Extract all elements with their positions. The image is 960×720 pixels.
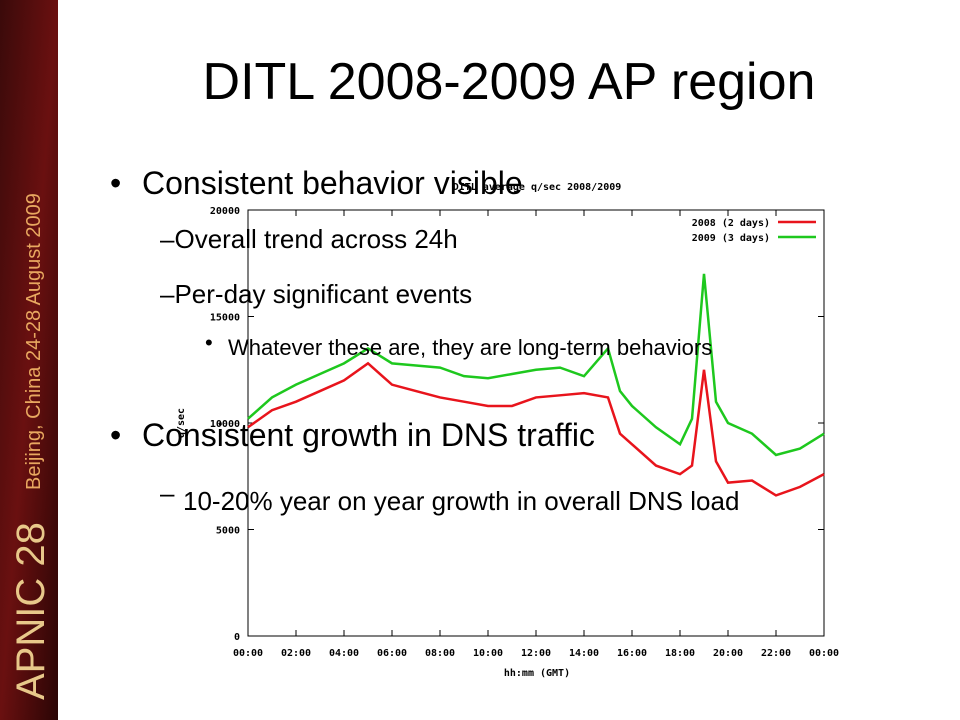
y-axis-label: q/sec bbox=[176, 408, 187, 438]
x-tick-label: 02:00 bbox=[281, 648, 311, 659]
x-tick-label: 22:00 bbox=[761, 648, 791, 659]
y-tick-label: 0 bbox=[234, 632, 240, 643]
x-axis-label: hh:mm (GMT) bbox=[504, 668, 570, 679]
y-tick-label: 5000 bbox=[216, 526, 240, 537]
y-tick-label: 20000 bbox=[210, 206, 240, 217]
x-tick-label: 00:00 bbox=[233, 648, 263, 659]
x-tick-label: 04:00 bbox=[329, 648, 359, 659]
x-tick-label: 06:00 bbox=[377, 648, 407, 659]
legend-label: 2008 (2 days) bbox=[692, 218, 770, 229]
x-tick-label: 12:00 bbox=[521, 648, 551, 659]
series-line bbox=[247, 273, 825, 457]
x-tick-label: 20:00 bbox=[713, 648, 743, 659]
y-tick-label: 10000 bbox=[210, 419, 240, 430]
bullet-text: Consistent growth in DNS traffic bbox=[142, 417, 595, 453]
bullet: • bbox=[205, 330, 213, 355]
x-tick-label: 16:00 bbox=[617, 648, 647, 659]
bullet-text: Per-day significant events bbox=[174, 279, 473, 309]
bullet-text: –Per-day significant events bbox=[160, 279, 473, 309]
bullet: • bbox=[110, 165, 122, 201]
series-line bbox=[247, 361, 825, 497]
bullet-text: Overall trend across 24h bbox=[174, 224, 458, 254]
x-tick-label: 18:00 bbox=[665, 648, 695, 659]
x-tick-label: 00:00 bbox=[809, 648, 839, 659]
x-tick-label: 10:00 bbox=[473, 648, 503, 659]
sidebar bbox=[0, 0, 58, 720]
bullet-text: Consistent behavior visible bbox=[142, 165, 523, 201]
bullet: • bbox=[110, 417, 122, 453]
bullet-text: 10-20% year on year growth in overall DN… bbox=[183, 486, 740, 516]
x-tick-label: 14:00 bbox=[569, 648, 599, 659]
bullet-text: –Overall trend across 24h bbox=[160, 224, 458, 254]
chart-title: DITL average q/sec 2008/2009 bbox=[453, 182, 622, 193]
sidebar-event: APNIC 28 bbox=[9, 522, 53, 700]
sidebar-place: Beijing, China 24-28 August 2009 bbox=[23, 193, 45, 490]
y-tick-label: 15000 bbox=[210, 313, 240, 324]
legend-label: 2009 (3 days) bbox=[692, 233, 770, 244]
x-tick-label: 08:00 bbox=[425, 648, 455, 659]
slide-title: DITL 2008-2009 AP region bbox=[202, 53, 816, 111]
bullet-text: – bbox=[160, 478, 175, 508]
bullet-text: Whatever these are, they are long-term b… bbox=[228, 335, 713, 360]
